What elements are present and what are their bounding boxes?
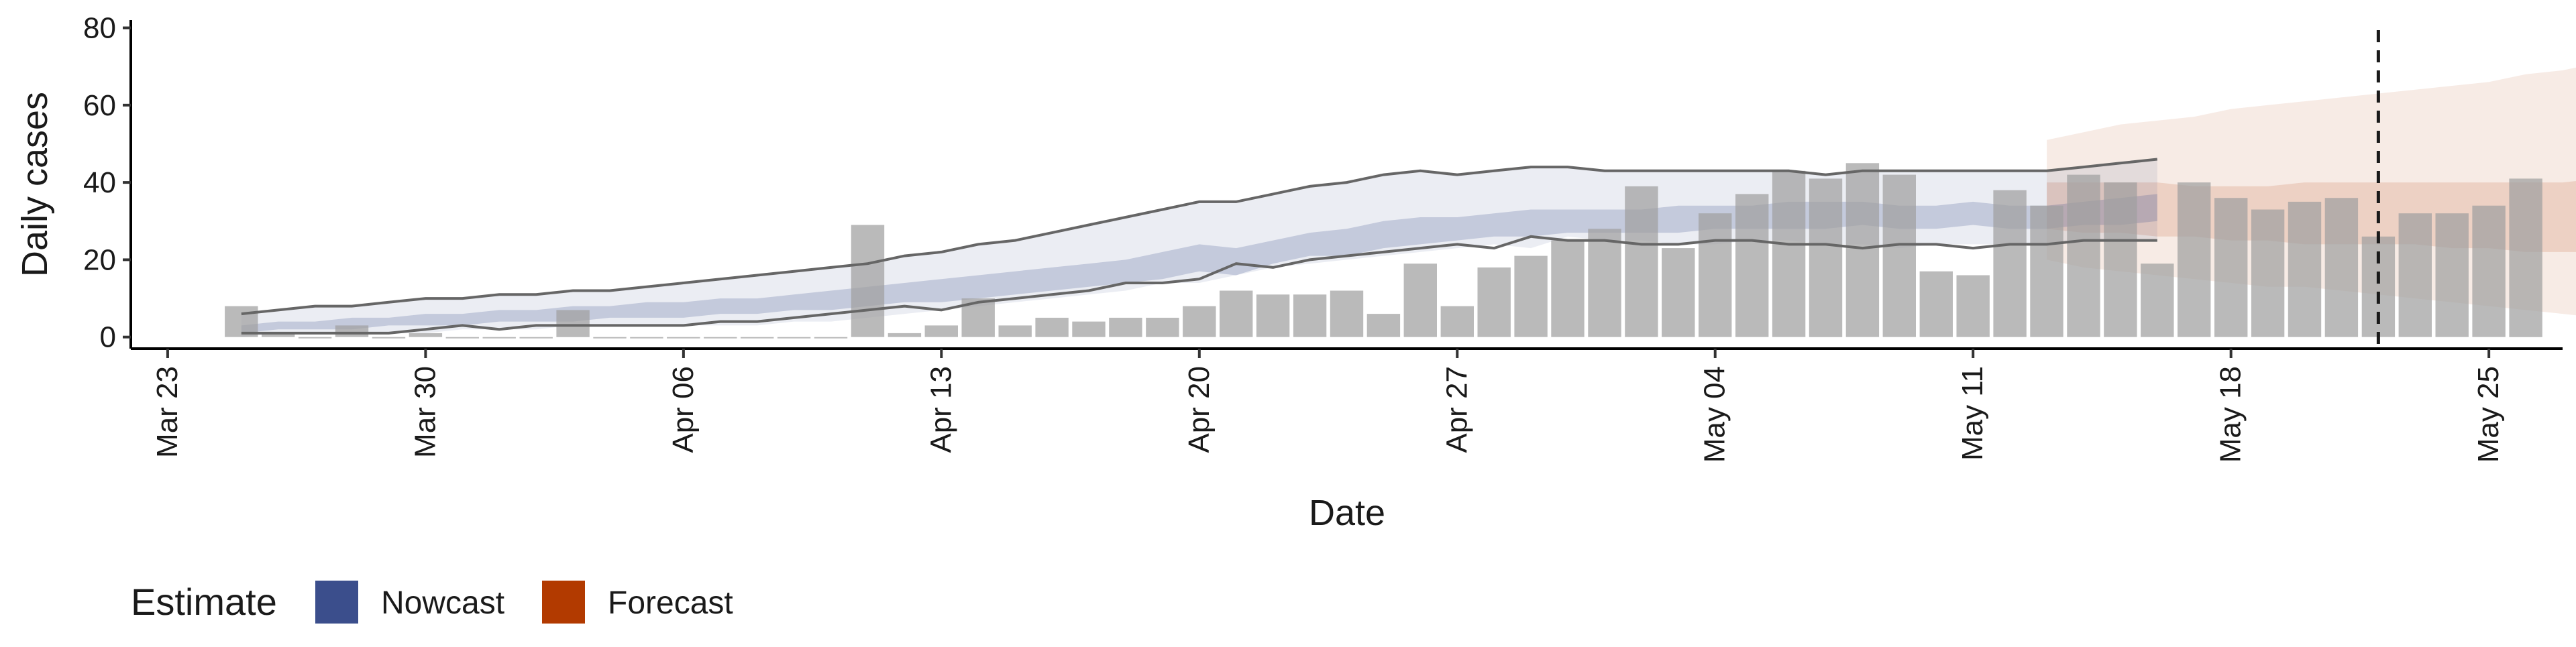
y-tick-label: 40 bbox=[83, 166, 116, 199]
case-bar bbox=[1146, 317, 1179, 337]
nowcast-interval-lines bbox=[241, 158, 2158, 335]
case-bar bbox=[1699, 213, 1732, 337]
y-tick-label: 80 bbox=[83, 12, 116, 45]
nowcast-90-band bbox=[241, 159, 2157, 337]
case-bar bbox=[2067, 174, 2100, 337]
x-tick-label: Apr 13 bbox=[924, 366, 957, 453]
case-bar bbox=[556, 310, 590, 337]
case-bar bbox=[1477, 267, 1511, 337]
y-tick-label: 20 bbox=[83, 243, 116, 276]
legend-label-forecast: Forecast bbox=[608, 585, 733, 621]
x-tick-label: May 25 bbox=[2472, 366, 2505, 463]
case-bar bbox=[924, 325, 958, 337]
case-bar bbox=[2251, 209, 2285, 337]
case-bar bbox=[298, 337, 332, 339]
case-bar bbox=[1220, 290, 1253, 337]
x-axis-title: Date bbox=[1309, 493, 1385, 533]
y-tick-label: 0 bbox=[100, 321, 116, 354]
nowcast-upper-line bbox=[241, 158, 2158, 316]
y-tick-label: 60 bbox=[83, 89, 116, 122]
legend-swatch-nowcast bbox=[315, 581, 358, 624]
case-bar bbox=[482, 337, 516, 339]
case-bar bbox=[1293, 294, 1327, 337]
case-bar bbox=[630, 337, 663, 339]
axes bbox=[129, 20, 2563, 350]
case-bar bbox=[335, 325, 369, 337]
case-bar bbox=[1403, 263, 1437, 337]
nowcast-lower-line bbox=[241, 235, 2157, 335]
x-tick-label: Apr 20 bbox=[1183, 366, 1216, 453]
case-bar bbox=[741, 337, 774, 339]
x-axis-ticks: Mar 23 Mar 30 Apr 06 Apr 13 Apr 20 Apr 27 May … bbox=[151, 349, 2505, 463]
case-bar bbox=[1845, 163, 1880, 337]
x-tick-label: Mar 30 bbox=[409, 366, 441, 458]
case-bar bbox=[1919, 271, 1953, 337]
case-bar bbox=[1330, 290, 1364, 337]
case-bar bbox=[1256, 294, 1290, 337]
y-axis-title: Daily cases bbox=[15, 92, 55, 277]
x-tick-label: May 11 bbox=[1956, 366, 1989, 461]
case-bar bbox=[777, 337, 811, 339]
case-bar bbox=[1035, 317, 1069, 337]
case-bar bbox=[667, 337, 700, 339]
x-tick-label: Apr 06 bbox=[667, 366, 700, 453]
case-bar bbox=[2214, 198, 2248, 337]
case-bar bbox=[2398, 213, 2432, 337]
nowcast-bands bbox=[241, 159, 2157, 337]
case-bar bbox=[1183, 306, 1216, 337]
case-bar bbox=[1440, 306, 1474, 337]
case-bar bbox=[1551, 240, 1585, 337]
case-bar bbox=[445, 337, 479, 339]
case-bar bbox=[1772, 170, 1806, 337]
x-tick-label: Mar 23 bbox=[151, 366, 184, 458]
x-tick-label: May 18 bbox=[2214, 366, 2247, 463]
legend-title: Estimate bbox=[131, 581, 277, 623]
case-bar bbox=[1625, 186, 1658, 337]
case-bar bbox=[1956, 275, 1990, 337]
case-bar bbox=[2509, 178, 2542, 337]
legend: Estimate Nowcast Forecast bbox=[131, 581, 733, 624]
case-bar bbox=[409, 333, 443, 337]
case-bar bbox=[1882, 174, 1916, 337]
case-bar bbox=[998, 325, 1032, 337]
legend-label-nowcast: Nowcast bbox=[381, 585, 504, 621]
case-bar bbox=[1109, 317, 1142, 337]
reported-cases-bars bbox=[225, 163, 2542, 339]
case-bar bbox=[262, 333, 295, 337]
case-bar bbox=[2324, 198, 2359, 337]
case-bar bbox=[2435, 213, 2469, 337]
y-axis-ticks: 0 20 40 60 80 bbox=[83, 12, 131, 354]
case-bar bbox=[1662, 248, 1695, 337]
legend-swatch-forecast bbox=[542, 581, 585, 624]
case-bar bbox=[1366, 314, 1401, 337]
case-bar bbox=[1735, 194, 1769, 337]
case-bar bbox=[2288, 201, 2322, 337]
case-bar bbox=[1809, 178, 1843, 337]
case-bar bbox=[519, 337, 553, 339]
case-bar bbox=[1588, 229, 1621, 337]
nowcast-50-band bbox=[241, 194, 2157, 333]
case-bar bbox=[2104, 182, 2137, 337]
case-bar bbox=[2178, 182, 2211, 337]
case-bar bbox=[2472, 205, 2506, 337]
case-bar bbox=[1514, 255, 1548, 337]
case-bar bbox=[2141, 263, 2174, 337]
case-bar bbox=[814, 337, 848, 339]
case-bar bbox=[704, 337, 737, 339]
case-bar bbox=[1993, 190, 2027, 337]
case-bar bbox=[1072, 321, 1106, 337]
case-bar bbox=[2030, 205, 2063, 337]
case-bar bbox=[593, 337, 627, 339]
x-tick-label: Apr 27 bbox=[1440, 366, 1473, 453]
case-bar bbox=[888, 333, 922, 337]
x-tick-label: May 04 bbox=[1699, 366, 1731, 463]
case-bar bbox=[372, 337, 406, 339]
case-bar bbox=[851, 225, 885, 337]
